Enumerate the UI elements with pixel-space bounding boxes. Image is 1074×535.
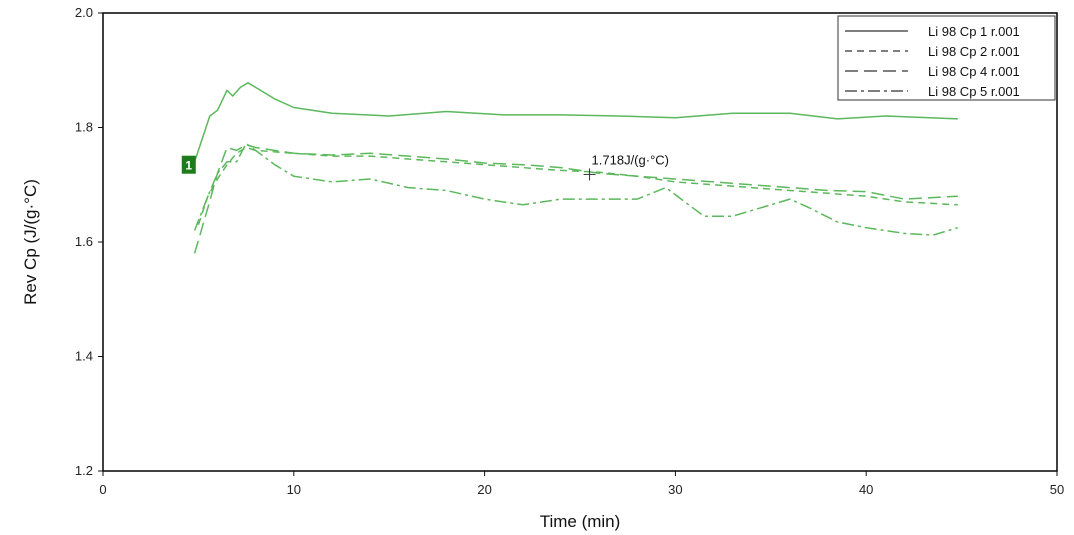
series-line-4 <box>193 142 959 236</box>
legend: Li 98 Cp 1 r.001 Li 98 Cp 2 r.001 Li 98 Cp… <box>837 15 1056 101</box>
x-tick-label: 30 <box>668 482 682 497</box>
series-layer <box>193 82 959 254</box>
x-axis-ticks: 0 10 20 30 40 50 <box>99 471 1064 497</box>
y-axis-ticks: 1.2 1.4 1.6 1.8 2.0 <box>75 5 103 478</box>
legend-items: Li 98 Cp 1 r.001 Li 98 Cp 2 r.001 Li 98 Cp… <box>845 24 1020 99</box>
x-axis-title: Time (min) <box>540 512 621 531</box>
y-tick-label: 2.0 <box>75 5 93 20</box>
legend-label: Li 98 Cp 4 r.001 <box>928 64 1020 79</box>
y-tick-label: 1.6 <box>75 234 93 249</box>
y-tick-label: 1.4 <box>75 349 93 364</box>
legend-label: Li 98 Cp 2 r.001 <box>928 44 1020 59</box>
x-tick-label: 10 <box>287 482 301 497</box>
x-tick-label: 40 <box>859 482 873 497</box>
series-marker-box <box>181 155 196 174</box>
annotation-layer: 1 1.718J/(g·°C) <box>181 152 669 181</box>
series-marker-label: 1 <box>185 159 192 173</box>
series-line-1 <box>193 82 958 163</box>
legend-label: Li 98 Cp 1 r.001 <box>928 24 1020 39</box>
y-tick-label: 1.2 <box>75 463 93 478</box>
x-tick-label: 50 <box>1050 482 1064 497</box>
series-line-2 <box>197 146 958 226</box>
series-line-3 <box>193 143 958 254</box>
annotation-label: 1.718J/(g·°C) <box>592 152 669 167</box>
y-axis-title: Rev Cp (J/(g·°C) <box>21 179 40 305</box>
y-tick-label: 1.8 <box>75 120 93 135</box>
legend-box <box>837 15 1056 101</box>
legend-label: Li 98 Cp 5 r.001 <box>928 84 1020 99</box>
x-tick-label: 0 <box>99 482 106 497</box>
x-tick-label: 20 <box>477 482 491 497</box>
